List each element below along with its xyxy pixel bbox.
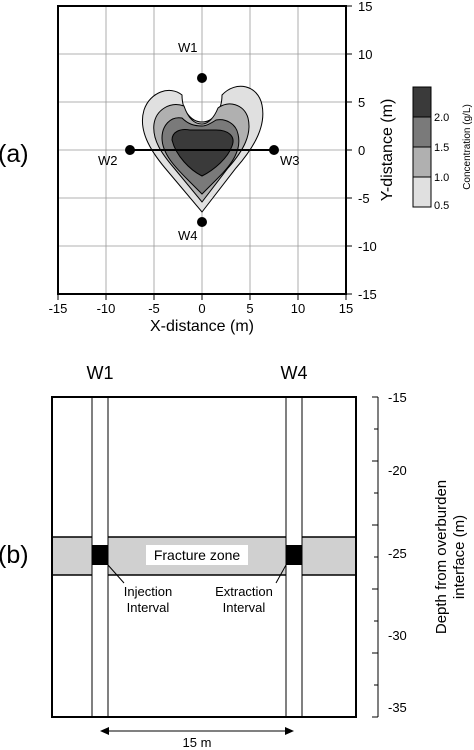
well-w4-label: W4 <box>178 228 198 243</box>
panel-b-frame <box>51 396 357 718</box>
y-axis-title: Y-distance (m) <box>379 99 396 202</box>
depth-axis-ticks <box>372 396 378 718</box>
extraction-interval-label: Extraction <box>215 584 273 599</box>
y-tick-label: 10 <box>358 47 372 62</box>
well-w1-column-label: W1 <box>87 363 114 383</box>
legend-swatch-2-0 <box>412 86 432 118</box>
injection-leader <box>107 564 125 584</box>
well-w3-label: W3 <box>280 153 300 168</box>
well-spacing-label: 15 m <box>183 735 212 750</box>
panel-a-y-ticks <box>346 5 352 295</box>
injection-interval-label: Injection <box>124 584 172 599</box>
legend-title: Concentration (g/L) <box>462 104 473 190</box>
depth-axis-title: interface (m) <box>451 515 468 599</box>
legend-label: 1.5 <box>434 142 449 154</box>
depth-tick-label: -15 <box>388 390 407 405</box>
legend-label: 1.0 <box>434 172 449 184</box>
concentration-legend: 2.0 1.5 1.0 0.5 Concentration (g/L) <box>412 86 473 212</box>
depth-tick-label: -25 <box>388 546 407 561</box>
well-w2-label: W2 <box>98 153 118 168</box>
legend-swatch-1-5 <box>412 116 432 148</box>
x-tick-label: -15 <box>49 301 68 316</box>
y-tick-label: 0 <box>358 143 365 158</box>
well-w3-marker <box>269 145 279 155</box>
panel-b-label: (b) <box>0 541 29 569</box>
well-spacing-arrow <box>100 727 294 735</box>
x-tick-label: -10 <box>97 301 116 316</box>
well-w4-marker <box>197 217 207 227</box>
y-tick-label: -5 <box>358 191 370 206</box>
well-w4-column-label: W4 <box>281 363 308 383</box>
well-w2-marker <box>125 145 135 155</box>
injection-interval-block <box>92 545 108 565</box>
injection-interval-label: Interval <box>127 600 170 615</box>
x-tick-label: 5 <box>246 301 253 316</box>
y-tick-label: 15 <box>358 0 372 14</box>
legend-label: 2.0 <box>434 112 449 124</box>
x-axis-title: X-distance (m) <box>150 318 254 335</box>
x-tick-label: 0 <box>198 301 205 316</box>
x-tick-label: 10 <box>291 301 305 316</box>
y-tick-label: -15 <box>358 287 377 302</box>
x-tick-label: -5 <box>148 301 160 316</box>
fracture-zone-label: Fracture zone <box>154 547 241 563</box>
legend-swatch-0-5 <box>412 176 432 208</box>
panel-a-label: (a) <box>0 140 29 168</box>
y-tick-label: 5 <box>358 95 365 110</box>
well-w1-marker <box>197 73 207 83</box>
extraction-interval-label: Interval <box>223 600 266 615</box>
y-tick-label: -10 <box>358 239 377 254</box>
x-tick-label: 15 <box>339 301 353 316</box>
fracture-zone-label-box <box>146 545 248 565</box>
well-w1-label: W1 <box>178 40 198 55</box>
panel-a-x-ticks <box>57 294 347 300</box>
extraction-interval-block <box>286 545 302 565</box>
depth-tick-label: -30 <box>388 628 407 643</box>
depth-axis-title: Depth from overburden <box>433 480 450 634</box>
legend-label: 0.5 <box>434 200 449 212</box>
depth-tick-label: -20 <box>388 463 407 478</box>
legend-swatch-1-0 <box>412 146 432 178</box>
extraction-leader <box>275 564 287 584</box>
depth-tick-label: -35 <box>388 700 407 715</box>
contour-2-0 <box>171 129 234 177</box>
